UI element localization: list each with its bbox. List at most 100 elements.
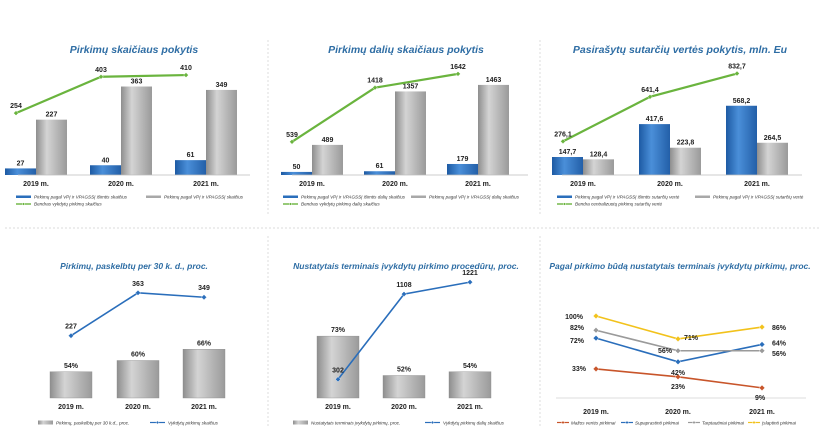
chart3-bar-b-1 <box>670 147 701 175</box>
chart1-bar-b-1 <box>121 86 152 175</box>
chart6-series-1-label-0: 72% <box>570 338 585 345</box>
chart1-bar-b-0 <box>36 119 67 175</box>
chart1-label-b-1: 363 <box>131 79 143 86</box>
chart2-legend-a: Pirkimų pagal VPĮ ir VPAGSSĮ išimtis dal… <box>301 195 406 200</box>
chart3-legend-a: Pirkimų pagal VPĮ ir VPAGSSĮ išimtis sut… <box>575 195 680 200</box>
chart6-series-2-label-2: 56% <box>772 351 787 358</box>
chart6-series-2-label-1: 56% <box>658 348 673 355</box>
chart3-point-label-1: 641,4 <box>641 87 659 94</box>
chart6-series-1-point-2 <box>758 341 766 348</box>
chart1-series-line <box>15 73 187 115</box>
chart3-legend-c: Bendra centralizuotų pirkimų sutarčių ve… <box>575 202 663 207</box>
chart1-bar-b-2 <box>206 89 237 175</box>
chart6-legend-marker-0 <box>561 420 565 425</box>
chart1-legend-c: Bendras vykdytų pirkimų skaičius <box>34 202 102 207</box>
chart1-category-0: 2019 m. <box>23 181 49 188</box>
chart6-series-3-point-1 <box>674 335 682 342</box>
chart4-point-0 <box>68 332 74 339</box>
chart6-series-0-point-2 <box>758 384 766 391</box>
chart5-point-0 <box>335 376 341 383</box>
chart5-category-1: 2020 m. <box>391 404 417 411</box>
chart3-label-a-2: 568,2 <box>733 98 751 105</box>
chart4-category-1: 2020 m. <box>125 404 151 411</box>
chart1-point-label-1: 403 <box>95 67 107 74</box>
chart6-series-0-label-1: 23% <box>671 384 686 391</box>
chart1-bar-a-2 <box>175 160 206 175</box>
chart3-label-b-1: 223,8 <box>677 140 695 147</box>
chart1-label-a-1: 40 <box>102 157 110 164</box>
chart6-series-1-point-0 <box>592 335 600 342</box>
chart6-category-2: 2021 m. <box>749 409 775 416</box>
chart2-label-b-2: 1463 <box>486 77 502 84</box>
chart3-category-1: 2020 m. <box>657 181 683 188</box>
chart1-label-a-2: 61 <box>187 152 195 159</box>
chart6-legend-marker-1 <box>625 420 629 425</box>
chart6-series-0-label-0: 33% <box>572 366 587 373</box>
chart3-category-2: 2021 m. <box>744 181 770 188</box>
chart2-point-0 <box>289 139 295 145</box>
chart1-legend-swatch-b <box>146 195 161 198</box>
chart4-bar-label-0: 54% <box>64 363 79 370</box>
chart5-point-label-0: 302 <box>332 367 344 374</box>
chart1-category-1: 2020 m. <box>108 181 134 188</box>
chart1-label-b-0: 227 <box>46 112 58 119</box>
chart6-series-3-label-0: 100% <box>565 314 584 321</box>
chart-title-3: Pasirašytų sutarčių vertės pokytis, mln.… <box>573 44 788 56</box>
chart2-legend-marker-c <box>288 202 293 206</box>
chart3-legend-swatch-b <box>695 195 710 198</box>
chart6-legend-3: Įslaptinti pirkimai <box>761 421 797 426</box>
chart2-point-2 <box>455 71 461 77</box>
chart1-point-2 <box>183 72 189 78</box>
chart3-bar-b-0 <box>583 159 614 175</box>
chart1-point-1 <box>98 74 104 80</box>
chart4-point-2 <box>201 294 207 301</box>
chart2-label-a-2: 179 <box>457 156 469 163</box>
chart2-label-a-0: 50 <box>293 164 301 171</box>
chart3-bar-a-1 <box>639 124 670 175</box>
chart4-point-1 <box>135 289 141 296</box>
chart1-bar-a-1 <box>90 165 121 175</box>
chart4-point-label-1: 363 <box>132 281 144 288</box>
chart1-point-label-2: 410 <box>180 65 192 72</box>
chart2-point-label-1: 1418 <box>367 78 383 85</box>
chart6-series-2-point-0 <box>592 327 600 334</box>
chart2-category-2: 2021 m. <box>465 181 491 188</box>
chart2-legend-b: Pirkimų pagal VPĮ ir VPAGSSĮ dalių skaič… <box>429 195 520 200</box>
chart6-series-1-label-1: 42% <box>671 370 686 377</box>
chart3-bar-a-2 <box>726 105 757 175</box>
chart2-legend-c: Bendras vykdytų pirkimų dalių skaičius <box>301 202 380 207</box>
chart3-label-b-2: 264,5 <box>764 135 782 142</box>
chart2-category-0: 2019 m. <box>299 181 325 188</box>
chart3-label-a-1: 417,6 <box>646 116 664 123</box>
chart2-point-label-2: 1642 <box>450 64 466 71</box>
chart6-legend-marker-2 <box>692 420 696 425</box>
chart5-legend-b: Vykdytų pirkimų dalių skaičius <box>443 421 505 426</box>
chart5-point-label-2: 1221 <box>462 270 478 277</box>
chart4-bar-label-1: 60% <box>131 352 146 359</box>
chart6-series-2-point-1 <box>674 347 682 354</box>
chart3-legend-marker-c <box>562 202 567 206</box>
chart3-bar-a-0 <box>552 156 583 175</box>
chart6-series-0-point-0 <box>592 365 600 373</box>
chart5-bar-0 <box>316 335 360 399</box>
chart1-point-label-0: 254 <box>10 103 22 110</box>
chart5-bar-label-2: 54% <box>463 363 478 370</box>
chart4-category-0: 2019 m. <box>58 404 84 411</box>
chart6-legend-2: Tarptautiniai pirkimai <box>702 421 745 426</box>
chart1-label-b-2: 349 <box>216 82 228 89</box>
chart4-series-line <box>70 292 205 337</box>
chart2-bar-b-2 <box>478 84 509 175</box>
chart5-bar-label-0: 73% <box>331 327 346 334</box>
chart5-point-label-1: 1108 <box>396 282 411 289</box>
chart6-legend-1: Supaprastinti pirkimai <box>635 421 680 426</box>
chart5-legend-a: Nustatytais terminais įvykdytų pirkimų, … <box>311 421 400 426</box>
chart6-category-0: 2019 m. <box>583 409 609 416</box>
chart1-category-2: 2021 m. <box>193 181 219 188</box>
chart6-legend-marker-3 <box>752 420 756 425</box>
chart-title-4: Pirkimų, paskelbtų per 30 k. d., proc. <box>60 261 208 271</box>
chart4-bar-1 <box>116 360 160 399</box>
chart5-legend-swatch-a <box>293 420 308 425</box>
chart2-label-b-1: 1357 <box>403 83 419 90</box>
